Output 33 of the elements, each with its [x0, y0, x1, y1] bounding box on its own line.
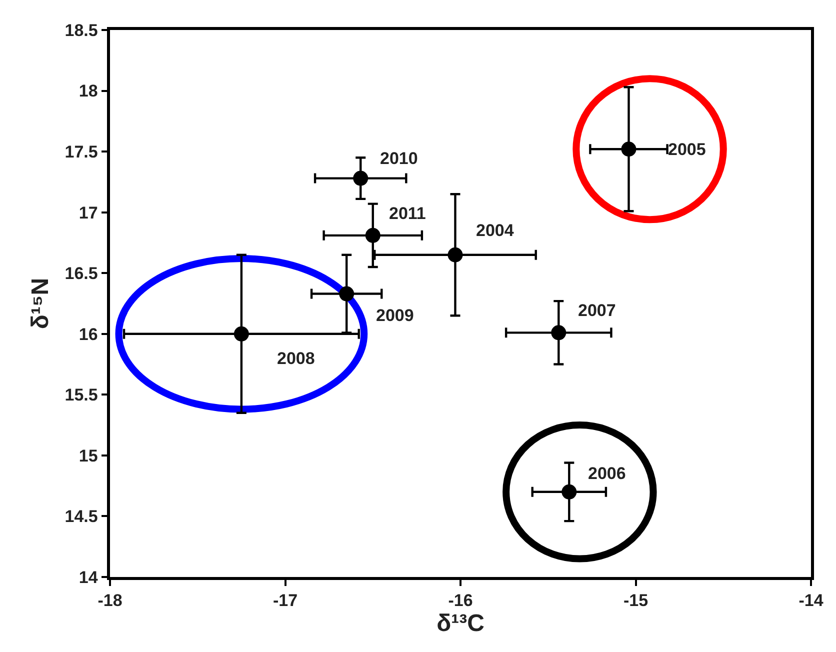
annotation: 2005	[668, 140, 706, 159]
point	[234, 326, 249, 342]
x-tick-label: -14	[798, 591, 824, 610]
x-tick-label: -15	[623, 591, 648, 610]
annotation: 2010	[380, 149, 418, 168]
annotation: 2004	[476, 221, 514, 240]
point	[353, 170, 368, 186]
x-axis-title: δ¹³C	[436, 610, 484, 638]
x-tick-label: -18	[98, 591, 122, 610]
y-tick-label: 17.5	[64, 142, 98, 162]
y-tick-label: 16	[78, 324, 98, 344]
y-tick-label: 14.5	[64, 507, 98, 526]
point	[448, 247, 463, 262]
point	[621, 142, 636, 157]
annotation: 2008	[277, 349, 315, 368]
x-tick-label: -16	[448, 591, 473, 610]
annotation: 2006	[588, 464, 626, 483]
y-tick-label: 14	[78, 568, 98, 587]
y-tick-label: 15	[78, 446, 98, 466]
annotation: 2009	[376, 306, 414, 325]
y-tick-label: 15.5	[64, 386, 98, 405]
point	[339, 286, 354, 302]
y-axis-title: δ¹⁵N	[26, 278, 54, 330]
point	[562, 484, 577, 500]
point	[365, 228, 380, 243]
annotation: 2011	[389, 204, 426, 223]
y-tick-label: 17	[78, 203, 98, 222]
y-tick-label: 18.5	[64, 20, 98, 40]
y-tick-label: 18	[78, 82, 98, 101]
point	[551, 325, 566, 340]
annotation: 2007	[578, 301, 616, 320]
x-tick-label: -17	[272, 591, 298, 610]
y-tick-label: 16.5	[64, 264, 98, 284]
